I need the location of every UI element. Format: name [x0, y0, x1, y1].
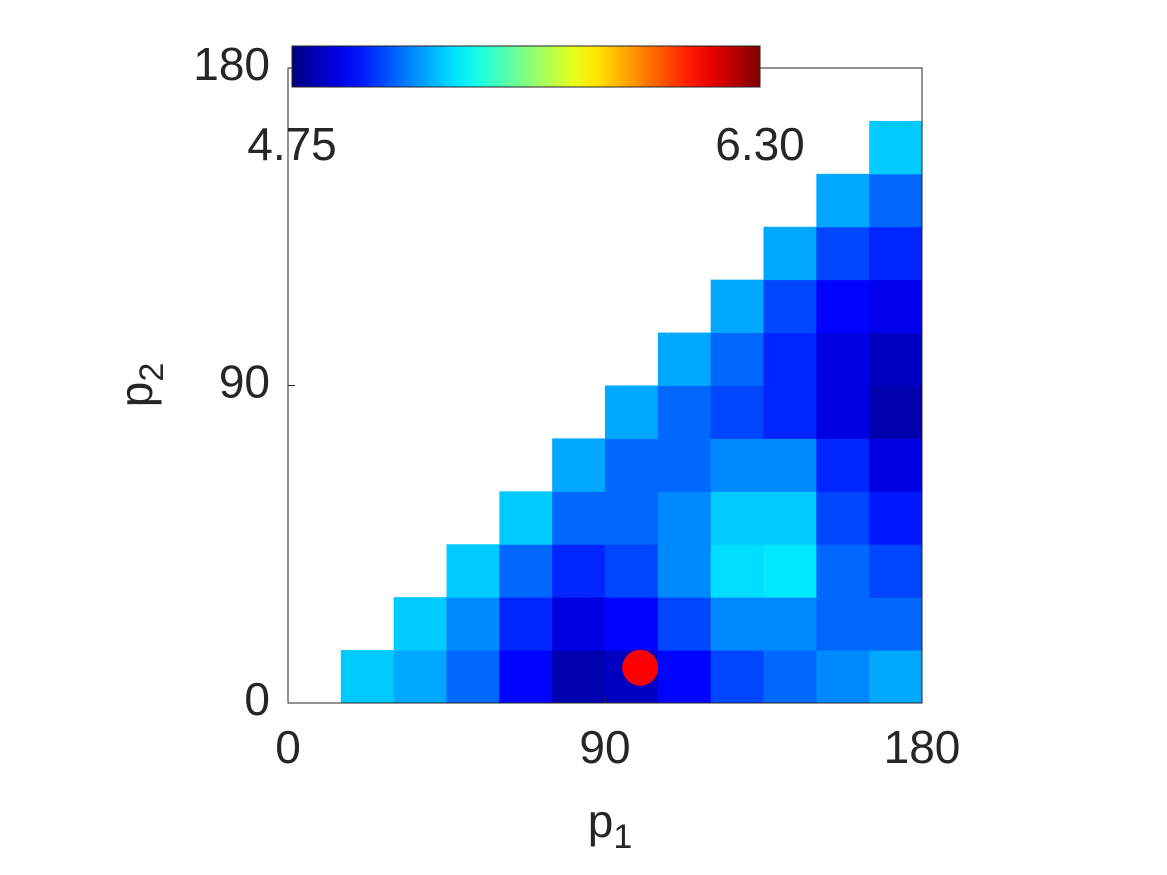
heat-cell	[710, 279, 764, 334]
heat-cell	[499, 650, 553, 704]
heat-cell	[552, 491, 606, 545]
heat-cell	[657, 385, 712, 439]
heat-cell	[657, 544, 712, 598]
heat-cell	[552, 544, 606, 598]
heat-cell	[710, 332, 764, 386]
colorbar-tick-label: 6.30	[715, 118, 805, 170]
marker-point	[622, 649, 659, 686]
heat-cell	[816, 279, 870, 334]
heat-cell	[869, 597, 923, 651]
heat-cell	[869, 438, 923, 492]
x-tick-label: 180	[884, 721, 961, 773]
heat-cell	[393, 597, 447, 651]
heat-cell	[869, 332, 923, 386]
y-tick-label: 180	[193, 38, 270, 90]
x-tick-label: 90	[579, 721, 630, 773]
heat-cell	[710, 491, 764, 545]
heat-cell	[869, 226, 923, 281]
x-label-sub: 1	[613, 818, 632, 856]
heat-cell	[816, 597, 870, 651]
heat-cell	[816, 332, 870, 386]
x-label-base: p	[588, 795, 614, 847]
heat-cell	[816, 544, 870, 598]
heat-cell	[552, 438, 606, 492]
heat-cell	[763, 597, 817, 651]
heat-cell	[605, 438, 659, 492]
heat-cell	[552, 650, 606, 704]
heat-cell	[816, 650, 870, 704]
heat-cell	[605, 491, 659, 545]
heat-cell	[869, 173, 923, 228]
y-axis-label: p2	[110, 363, 171, 408]
heat-cell	[763, 438, 817, 492]
y-label-sub: 2	[133, 363, 171, 382]
heat-cell	[446, 650, 500, 704]
heat-cell	[869, 120, 923, 175]
heat-cell	[710, 385, 764, 439]
heat-cell	[869, 385, 923, 439]
heat-cell	[816, 438, 870, 492]
heat-cell	[869, 544, 923, 598]
heat-cell	[393, 650, 447, 704]
heat-cell	[605, 385, 659, 439]
heat-cell	[816, 226, 870, 281]
heat-cell	[657, 650, 712, 704]
heat-cell	[816, 385, 870, 439]
heat-cell	[552, 597, 606, 651]
heat-cell	[657, 332, 712, 386]
heat-cell	[657, 597, 712, 651]
heat-cell	[763, 226, 817, 281]
heat-cell	[657, 438, 712, 492]
heat-cell	[763, 650, 817, 704]
heat-cell	[869, 279, 923, 334]
heat-cell	[763, 385, 817, 439]
heat-cell	[763, 279, 817, 334]
heat-cell	[869, 650, 923, 704]
heat-cell	[499, 491, 553, 545]
x-tick-label: 0	[275, 721, 301, 773]
heat-cell	[710, 438, 764, 492]
heat-cell	[340, 650, 395, 704]
heat-cell	[816, 491, 870, 545]
heat-cell	[446, 544, 500, 598]
colorbar-tick-label: 4.75	[247, 118, 337, 170]
x-axis-label: p1	[588, 795, 633, 856]
heat-cell	[605, 544, 659, 598]
heat-cell	[763, 332, 817, 386]
colorbar	[291, 45, 761, 88]
y-label-base: p	[110, 382, 162, 408]
heat-cell	[499, 544, 553, 598]
heat-cell	[710, 650, 764, 704]
heat-cell	[710, 544, 764, 598]
heat-cell	[499, 597, 553, 651]
heat-cell	[763, 544, 817, 598]
heat-cell	[710, 597, 764, 651]
y-tick-label: 0	[244, 673, 270, 725]
heat-cell	[763, 491, 817, 545]
heat-cell	[605, 597, 659, 651]
heat-cell	[816, 173, 870, 228]
heat-cell	[446, 597, 500, 651]
y-tick-label: 90	[219, 356, 270, 408]
heat-cell	[869, 491, 923, 545]
heat-cell	[657, 491, 712, 545]
